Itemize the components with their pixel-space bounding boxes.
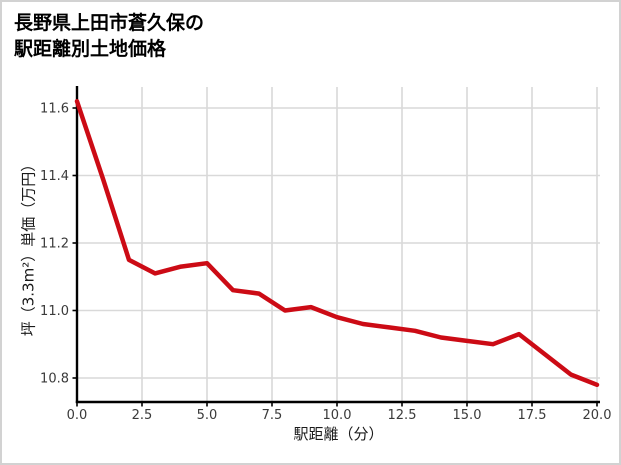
y-axis-label: 坪（3.3m²）単価（万円） — [19, 156, 38, 337]
y-tick-label: 10.8 — [40, 372, 69, 387]
x-tick-label: 2.5 — [132, 408, 153, 423]
y-tick-label: 11.0 — [40, 304, 69, 319]
x-tick-label: 20.0 — [583, 408, 612, 423]
x-tick-label: 7.5 — [262, 408, 283, 423]
x-tick-label: 15.0 — [453, 408, 482, 423]
x-tick-label: 10.0 — [323, 408, 352, 423]
chart-title-line2: 駅距離別土地価格 — [14, 38, 167, 60]
price-line — [74, 99, 600, 388]
x-tick-label: 0.0 — [67, 408, 88, 423]
y-tick-label: 11.4 — [40, 169, 69, 184]
x-tick-label: 17.5 — [518, 408, 547, 423]
y-tick-label: 11.2 — [40, 237, 69, 252]
y-tick-label: 11.6 — [40, 102, 69, 117]
x-tick-label: 12.5 — [388, 408, 417, 423]
x-tick-label: 5.0 — [197, 408, 218, 423]
x-axis-label: 駅距離（分） — [293, 425, 384, 443]
chart-title: 長野県上田市蒼久保の 駅距離別土地価格 — [14, 10, 204, 62]
chart-title-line1: 長野県上田市蒼久保の — [14, 12, 205, 34]
